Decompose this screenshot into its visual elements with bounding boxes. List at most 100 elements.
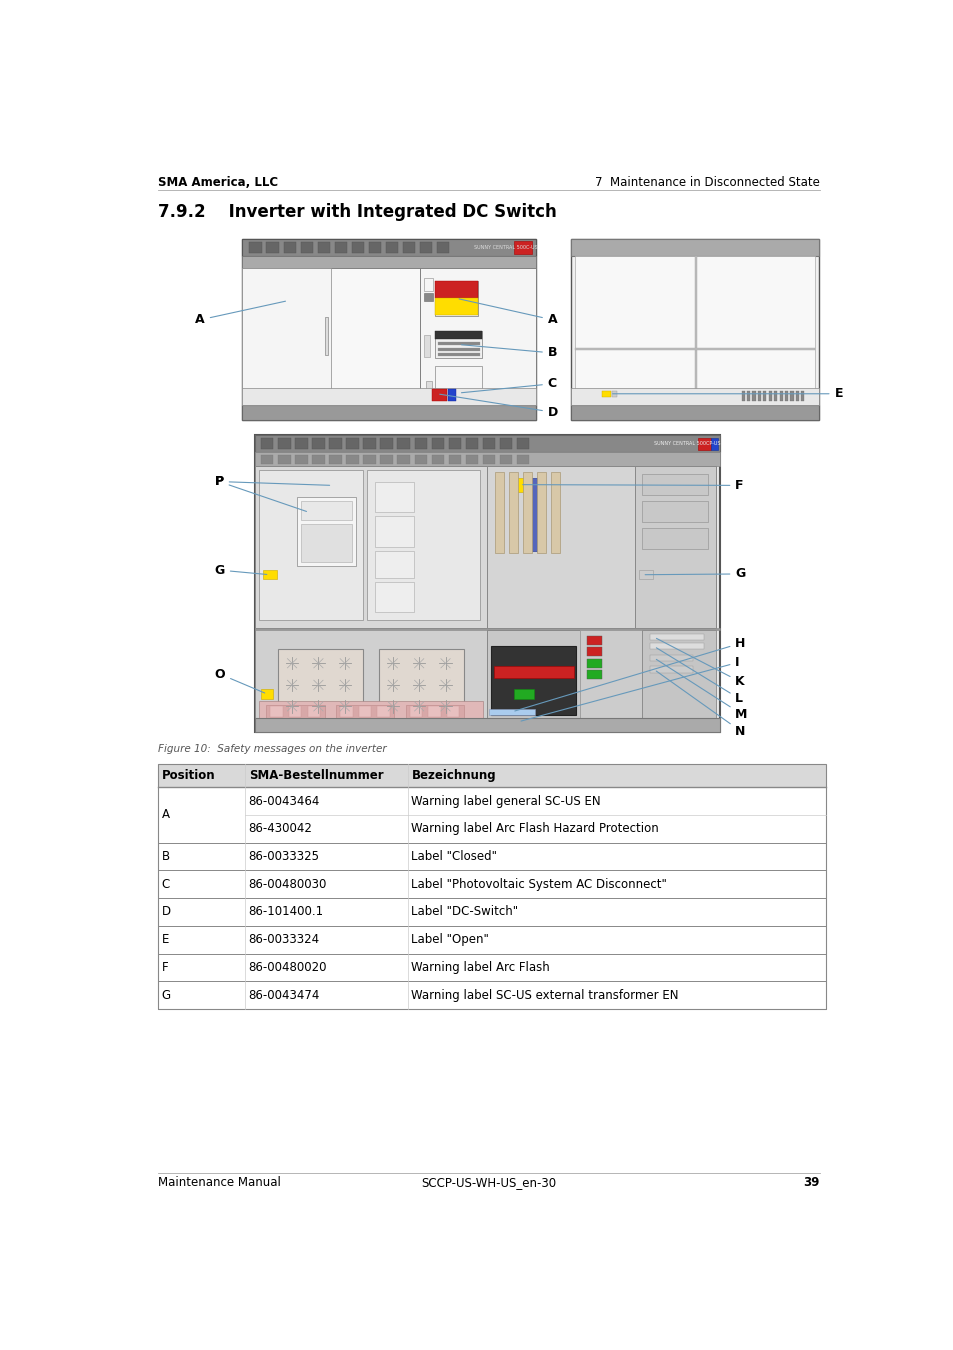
- Bar: [385, 242, 397, 252]
- Text: 86-00480030: 86-00480030: [249, 878, 327, 891]
- Bar: [435, 281, 477, 316]
- Bar: [158, 842, 825, 871]
- Bar: [612, 390, 617, 397]
- Bar: [517, 455, 529, 464]
- Bar: [158, 764, 825, 1008]
- Bar: [795, 390, 798, 401]
- Bar: [423, 293, 433, 301]
- Text: L: L: [656, 648, 742, 705]
- Bar: [510, 478, 527, 491]
- Bar: [158, 953, 825, 981]
- Text: H: H: [515, 637, 745, 711]
- Bar: [649, 643, 703, 649]
- Bar: [641, 528, 707, 549]
- Bar: [435, 298, 477, 316]
- Bar: [634, 466, 716, 628]
- Text: Position: Position: [162, 769, 215, 782]
- Bar: [266, 705, 324, 718]
- Bar: [254, 466, 487, 628]
- Bar: [586, 670, 601, 679]
- Text: 86-0033325: 86-0033325: [249, 850, 319, 863]
- Bar: [522, 472, 532, 554]
- Bar: [158, 764, 825, 787]
- Bar: [499, 439, 512, 450]
- Bar: [258, 470, 363, 620]
- Bar: [499, 455, 512, 464]
- Bar: [158, 981, 825, 1008]
- Text: D: D: [162, 906, 171, 918]
- Text: A: A: [162, 809, 170, 821]
- Bar: [641, 501, 707, 522]
- Bar: [491, 645, 576, 716]
- Bar: [482, 439, 495, 450]
- Bar: [375, 516, 414, 547]
- Bar: [447, 706, 459, 717]
- Bar: [436, 242, 449, 252]
- Bar: [431, 455, 443, 464]
- Bar: [258, 701, 483, 722]
- Bar: [415, 439, 427, 450]
- Bar: [571, 239, 819, 420]
- Bar: [641, 474, 707, 495]
- Bar: [448, 455, 460, 464]
- Bar: [437, 347, 479, 351]
- Bar: [488, 709, 535, 716]
- Text: C: C: [162, 878, 170, 891]
- Bar: [740, 390, 744, 401]
- Text: G: G: [214, 563, 267, 576]
- Bar: [340, 706, 353, 717]
- Text: P: P: [214, 475, 329, 489]
- Bar: [363, 439, 375, 450]
- Bar: [241, 239, 536, 256]
- Bar: [294, 455, 307, 464]
- Bar: [312, 439, 324, 450]
- Text: M: M: [656, 659, 747, 721]
- Text: B: B: [461, 344, 557, 359]
- Bar: [550, 472, 559, 554]
- Bar: [488, 718, 523, 725]
- Bar: [586, 636, 601, 645]
- Bar: [254, 452, 720, 466]
- Text: 86-00480020: 86-00480020: [249, 961, 327, 973]
- Text: C: C: [461, 377, 557, 393]
- Text: A: A: [195, 301, 285, 327]
- Bar: [437, 352, 479, 356]
- Text: K: K: [656, 639, 744, 688]
- Text: F: F: [162, 961, 169, 973]
- Bar: [335, 705, 394, 718]
- Bar: [307, 706, 319, 717]
- Bar: [431, 439, 443, 450]
- Text: Warning label Arc Flash: Warning label Arc Flash: [411, 961, 550, 973]
- Bar: [784, 390, 787, 401]
- Bar: [495, 472, 504, 554]
- Bar: [601, 390, 611, 397]
- Bar: [254, 435, 720, 732]
- Text: SUNNY CENTRAL 500CP-US: SUNNY CENTRAL 500CP-US: [654, 441, 720, 447]
- Bar: [301, 501, 352, 520]
- Bar: [509, 472, 517, 554]
- Bar: [423, 278, 433, 292]
- Bar: [375, 582, 414, 613]
- Bar: [762, 390, 765, 401]
- Bar: [426, 382, 432, 405]
- Bar: [254, 628, 720, 630]
- Bar: [435, 331, 481, 358]
- Text: G: G: [162, 988, 171, 1002]
- Bar: [423, 335, 430, 356]
- Bar: [487, 630, 641, 726]
- Text: 39: 39: [802, 1176, 819, 1189]
- Bar: [514, 240, 531, 254]
- Bar: [294, 439, 307, 450]
- Bar: [575, 256, 815, 394]
- Bar: [377, 706, 390, 717]
- Bar: [710, 437, 718, 450]
- Bar: [397, 439, 410, 450]
- Text: Warning label Arc Flash Hazard Protection: Warning label Arc Flash Hazard Protectio…: [411, 822, 659, 836]
- Bar: [352, 242, 364, 252]
- Bar: [241, 239, 536, 420]
- Bar: [435, 281, 477, 298]
- Bar: [380, 439, 393, 450]
- Text: 86-101400.1: 86-101400.1: [249, 906, 323, 918]
- Text: Maintenance Manual: Maintenance Manual: [158, 1176, 280, 1189]
- Bar: [335, 242, 347, 252]
